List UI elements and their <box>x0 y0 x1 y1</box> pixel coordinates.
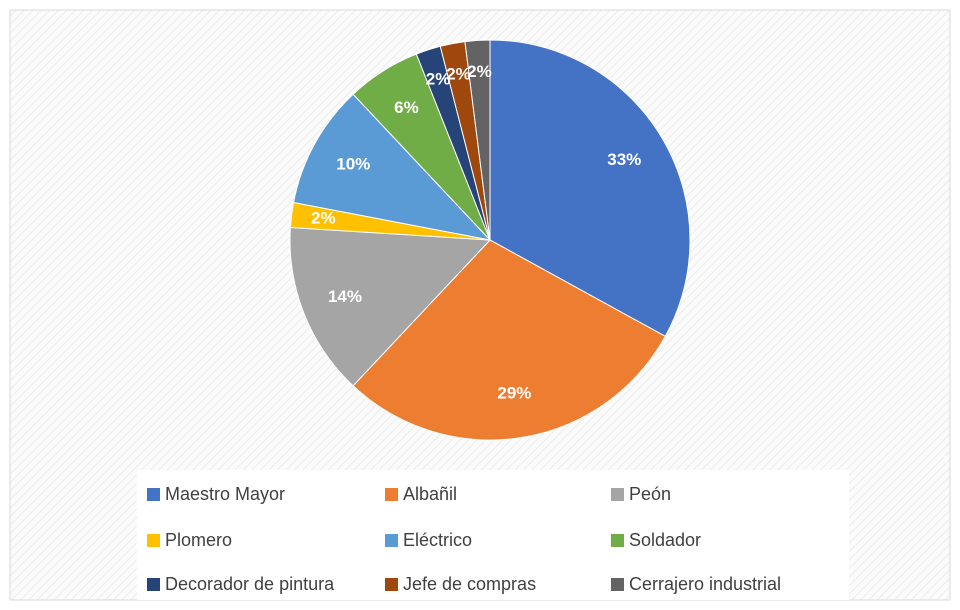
legend: Maestro Mayor Albañil Peón Plomero Eléctrico… <box>147 484 781 594</box>
legend-swatch <box>611 578 624 591</box>
data-label: 14% <box>328 287 362 306</box>
data-label: 2% <box>467 62 492 81</box>
legend-swatch <box>385 534 398 547</box>
legend-swatch <box>147 578 160 591</box>
pie-slice <box>292 93 492 241</box>
legend-swatch <box>385 488 398 501</box>
legend-label: Soldador <box>629 530 701 550</box>
pie-slice <box>289 226 492 387</box>
legend-label: Jefe de compras <box>403 574 536 594</box>
legend-label: Decorador de pintura <box>165 574 335 594</box>
pie-slice <box>489 39 691 338</box>
legend-swatch <box>147 488 160 501</box>
data-label: 2% <box>446 64 471 83</box>
legend-swatch <box>611 488 624 501</box>
legend-label: Maestro Mayor <box>165 484 285 504</box>
legend-swatch <box>611 534 624 547</box>
legend-swatch <box>385 578 398 591</box>
legend-label: Plomero <box>165 530 232 550</box>
pie-slice <box>352 239 666 441</box>
legend-label: Cerrajero industrial <box>629 574 781 594</box>
data-label: 33% <box>607 150 641 169</box>
legend-label: Peón <box>629 484 671 504</box>
data-label: 2% <box>311 208 336 227</box>
pie-slice <box>464 39 491 241</box>
legend-label: Eléctrico <box>403 530 472 550</box>
data-label: 2% <box>426 70 451 89</box>
data-label: 29% <box>497 384 531 403</box>
data-label: 10% <box>336 154 370 173</box>
data-label: 6% <box>394 98 419 117</box>
legend-box <box>137 470 849 600</box>
legend-swatch <box>147 534 160 547</box>
legend-label: Albañil <box>403 484 457 504</box>
pie: 33%29%14%2%10%6%2%2%2% <box>289 39 691 441</box>
